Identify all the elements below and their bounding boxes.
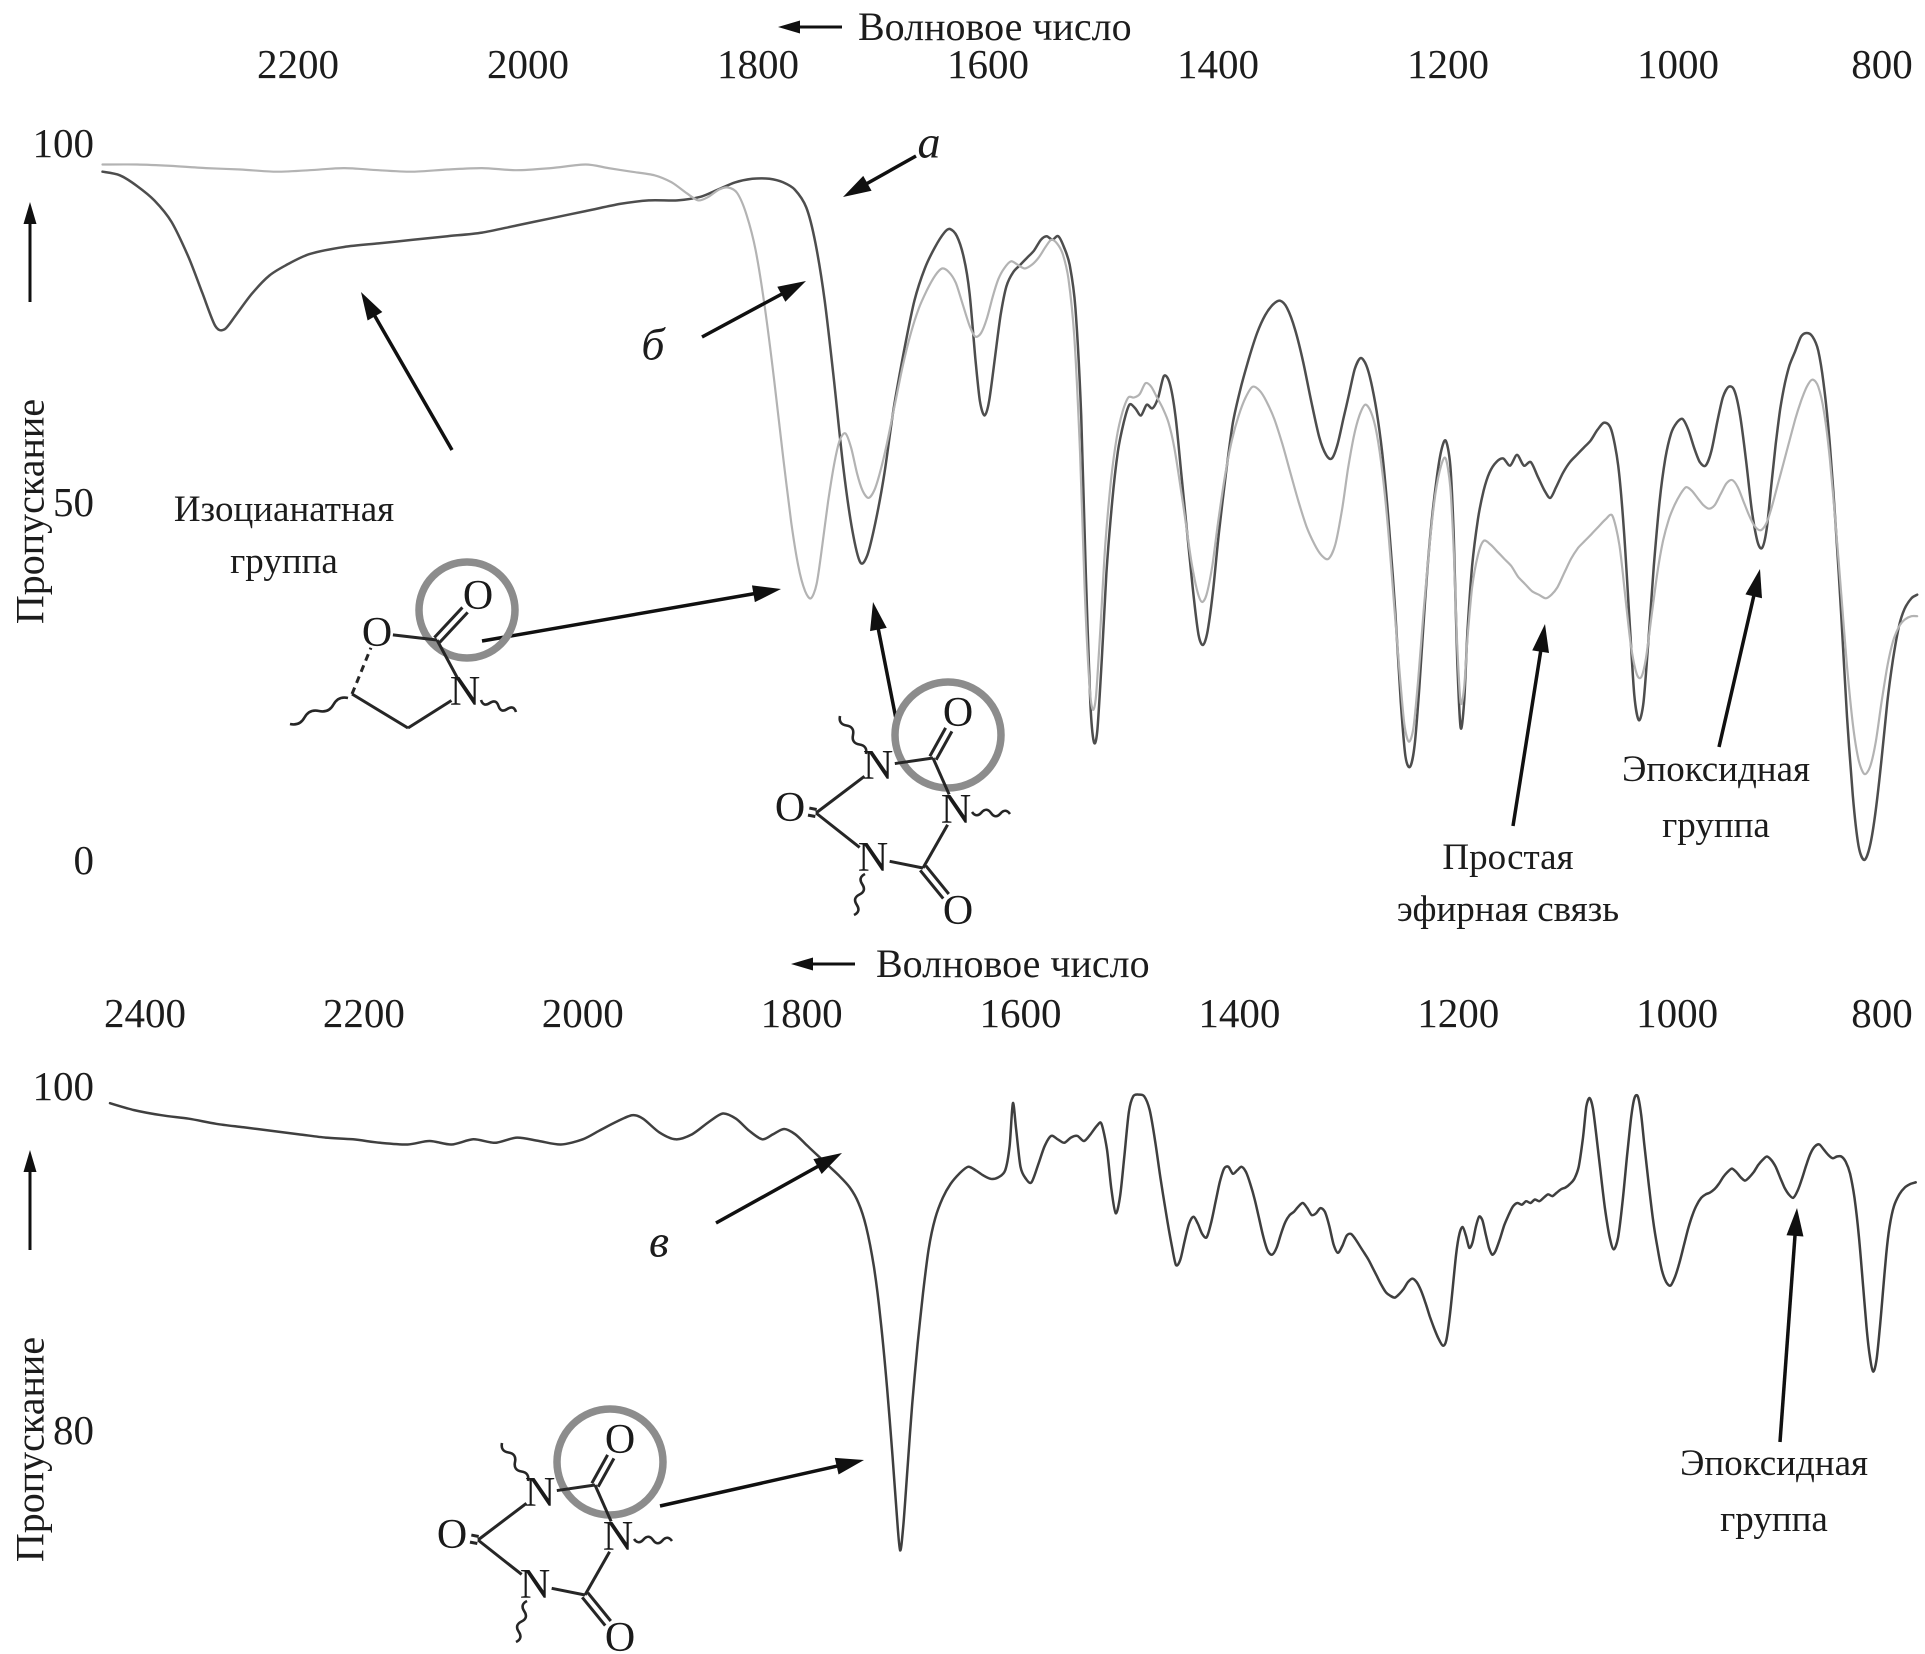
- epoxy-group-label-top: Эпоксидная группа: [1621, 749, 1811, 846]
- epoxy-arrow-top: [1717, 569, 1762, 748]
- x-tick-label-1600: 1600: [947, 41, 1029, 87]
- isocyanate-group-label: Изоцианатная группа: [173, 489, 395, 582]
- x-tick-label-1600: 1600: [979, 990, 1062, 1036]
- spectrum-curve-а: [101, 170, 1919, 862]
- isocyanurate-arrow-bottom: [659, 1457, 864, 1508]
- isocyanate-arrow: [361, 292, 454, 451]
- x-tick-label-2000: 2000: [487, 41, 569, 87]
- y-tick-label-50: 50: [53, 478, 94, 525]
- nitrogen-atom: N: [863, 743, 893, 789]
- curve-label-v: в: [649, 1215, 669, 1267]
- nitrogen-atom: N: [520, 1562, 550, 1608]
- nitrogen-atom: N: [525, 1470, 555, 1516]
- oxygen-atom: O: [775, 785, 805, 831]
- oxygen-atom: O: [437, 1512, 467, 1558]
- y-tick-label-0: 0: [73, 837, 95, 883]
- y-tick-label-80: 80: [53, 1407, 94, 1453]
- nitrogen-atom: N: [603, 1514, 633, 1560]
- x-axis-direction-arrow-bottom: [791, 957, 855, 971]
- carbonyl-highlight-circle: [891, 678, 1005, 792]
- oxazolidone-ring-structure: O O N: [289, 558, 519, 730]
- epoxy-arrow-bottom: [1778, 1208, 1804, 1443]
- carbonyl-highlight-circle: [553, 1405, 667, 1519]
- x-tick-label-2200: 2200: [322, 990, 405, 1036]
- oxazolidone-ring-arrow: [481, 585, 781, 643]
- epoxy-group-label-bottom: Эпоксидная группа: [1679, 1443, 1869, 1540]
- y-axis-direction-arrow-bottom: [23, 1150, 37, 1250]
- ether-bond-label: Простая эфирная связь: [1396, 837, 1620, 930]
- x-tick-label-1800: 1800: [760, 990, 843, 1036]
- y-axis-direction-arrow-top: [23, 202, 37, 302]
- oxygen-atom: O: [943, 690, 973, 736]
- x-tick-label-800: 800: [1851, 990, 1913, 1036]
- x-tick-label-1400: 1400: [1177, 41, 1259, 87]
- spectrum-curve-в: [108, 1093, 1917, 1552]
- curve-v-arrow: [715, 1153, 842, 1225]
- oxygen-atom: O: [605, 1615, 635, 1654]
- curve-b-arrow: [701, 281, 806, 339]
- curve-label-b: б: [641, 318, 665, 370]
- x-tick-label-1200: 1200: [1407, 41, 1489, 87]
- y-tick-label-100: 100: [32, 1063, 95, 1109]
- carbonyl-highlight-circle: [415, 558, 519, 662]
- ether-bond-arrow: [1511, 624, 1550, 827]
- x-axis-direction-arrow-top: [778, 20, 842, 34]
- oxygen-atom: O: [605, 1417, 635, 1463]
- spectrum-curve-б: [101, 163, 1919, 776]
- x-tick-label-1800: 1800: [717, 41, 799, 87]
- x-tick-label-2400: 2400: [104, 990, 186, 1036]
- x-tick-label-2200: 2200: [257, 41, 339, 87]
- bottom-y-axis-title: Пропускание: [7, 1336, 53, 1563]
- curve-label-a: а: [917, 116, 941, 168]
- curve-a-arrow: [843, 154, 917, 197]
- top-x-axis-title: Волновое число: [858, 4, 1132, 49]
- nitrogen-atom: N: [858, 835, 888, 881]
- x-tick-label-1000: 1000: [1636, 990, 1719, 1036]
- bottom-x-axis-title: Волновое число: [876, 941, 1150, 986]
- oxygen-atom: O: [943, 888, 973, 934]
- isocyanurate-arrow-top: [870, 602, 899, 725]
- x-tick-label-800: 800: [1851, 41, 1913, 87]
- x-tick-label-1200: 1200: [1417, 990, 1500, 1036]
- nitrogen-atom: N: [941, 787, 971, 833]
- x-tick-label-1000: 1000: [1637, 41, 1719, 87]
- oxygen-atom: O: [362, 610, 392, 656]
- nitrogen-atom: N: [450, 669, 480, 715]
- y-tick-label-100: 100: [32, 120, 95, 166]
- x-tick-label-1400: 1400: [1198, 990, 1281, 1036]
- x-tick-label-2000: 2000: [541, 990, 624, 1036]
- oxygen-atom: O: [463, 573, 493, 619]
